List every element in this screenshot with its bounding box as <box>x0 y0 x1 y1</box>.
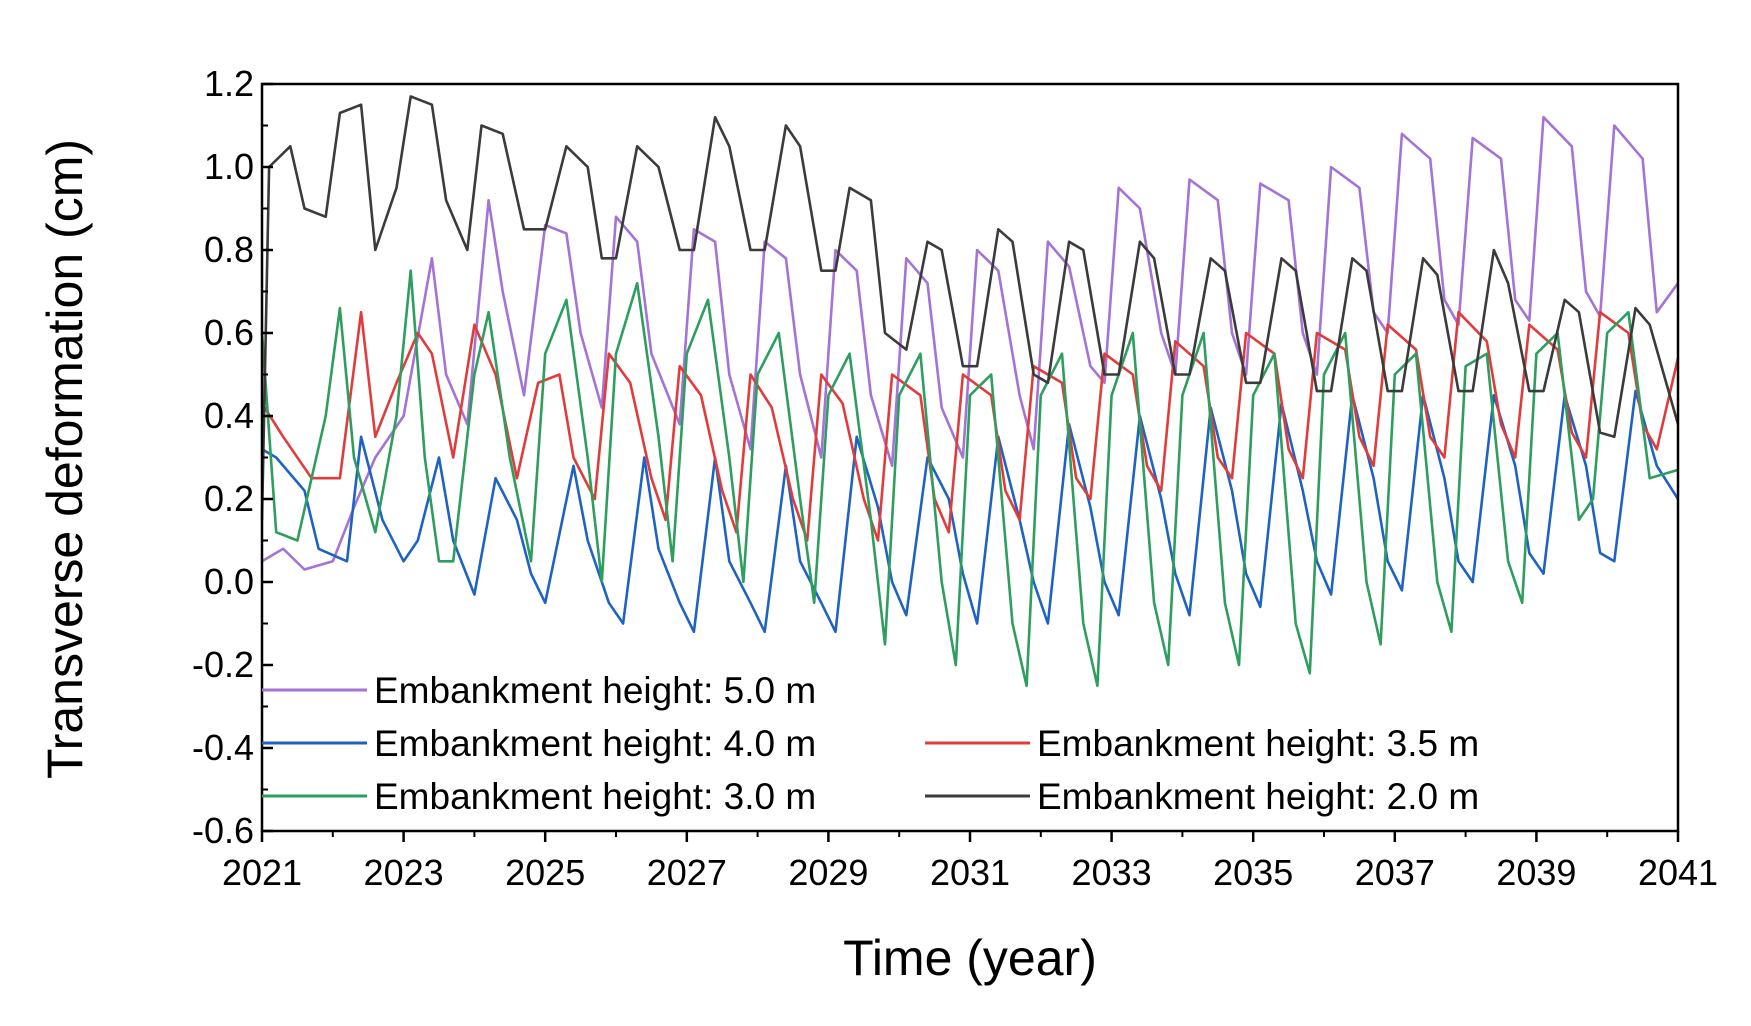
y-tick-label: 0.4 <box>204 395 254 436</box>
legend-label: Embankment height: 3.0 m <box>374 776 816 817</box>
x-tick-label: 2037 <box>1355 852 1435 893</box>
y-tick-label: 0.2 <box>204 478 254 519</box>
x-tick-label: 2035 <box>1213 852 1293 893</box>
series-line-5 <box>260 95 1680 520</box>
series-line-2 <box>261 389 1680 634</box>
x-tick-label: 2039 <box>1496 852 1576 893</box>
y-tick-label: 1.2 <box>204 63 254 104</box>
legend-entry-3: Embankment height: 3.5 m <box>925 723 1479 764</box>
legend-label: Embankment height: 5.0 m <box>374 670 816 711</box>
legend-entry-4: Embankment height: 3.0 m <box>262 776 816 817</box>
x-axis-title: Time (year) <box>843 930 1097 986</box>
y-tick-label: 1.0 <box>204 146 254 187</box>
x-tick-label: 2027 <box>647 852 727 893</box>
y-tick-label: 0.6 <box>204 312 254 353</box>
x-tick-label: 2021 <box>222 852 302 893</box>
y-tick-label: -0.4 <box>192 727 254 768</box>
x-tick-label: 2041 <box>1638 852 1718 893</box>
y-axis-title: Transverse deformation (cm) <box>37 139 93 779</box>
legend-label: Embankment height: 3.5 m <box>1037 723 1479 764</box>
x-tick-label: 2025 <box>505 852 585 893</box>
series-line-4 <box>260 269 1679 688</box>
y-tick-label: -0.6 <box>192 810 254 851</box>
legend-entry-1: Embankment height: 5.0 m <box>262 670 816 711</box>
y-tick-label: -0.2 <box>192 644 254 685</box>
y-tick-label: 0.0 <box>204 561 254 602</box>
x-tick-label: 2023 <box>364 852 444 893</box>
x-tick-label: 2033 <box>1072 852 1152 893</box>
legend-entry-5: Embankment height: 2.0 m <box>925 776 1479 817</box>
x-tick-label: 2031 <box>930 852 1010 893</box>
legend: Embankment height: 5.0 m Embankment heigh… <box>262 670 1479 817</box>
legend-entry-2: Embankment height: 4.0 m <box>262 723 816 764</box>
y-tick-label: 0.8 <box>204 229 254 270</box>
x-tick-label: 2029 <box>788 852 868 893</box>
legend-label: Embankment height: 4.0 m <box>374 723 816 764</box>
legend-label: Embankment height: 2.0 m <box>1037 776 1479 817</box>
series-line-1 <box>261 115 1680 571</box>
series-layer <box>260 95 1680 688</box>
